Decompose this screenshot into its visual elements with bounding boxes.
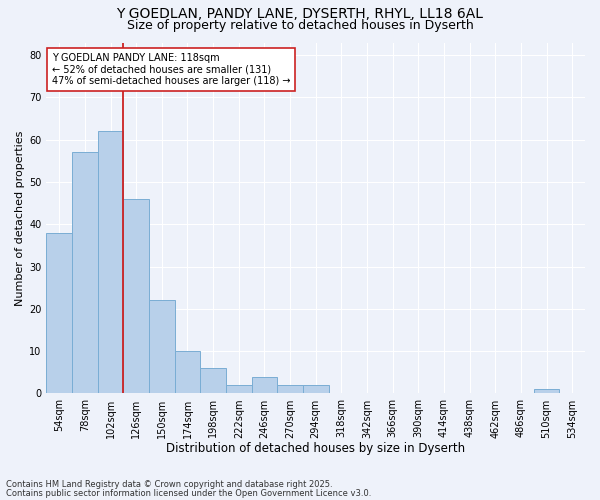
Bar bbox=[303, 385, 329, 394]
Text: Y GOEDLAN, PANDY LANE, DYSERTH, RHYL, LL18 6AL: Y GOEDLAN, PANDY LANE, DYSERTH, RHYL, LL… bbox=[116, 8, 484, 22]
Bar bbox=[98, 132, 124, 394]
Bar bbox=[124, 199, 149, 394]
Bar bbox=[175, 351, 200, 394]
Text: Size of property relative to detached houses in Dyserth: Size of property relative to detached ho… bbox=[127, 19, 473, 32]
Bar bbox=[72, 152, 98, 394]
Bar bbox=[226, 385, 251, 394]
Y-axis label: Number of detached properties: Number of detached properties bbox=[15, 130, 25, 306]
Bar bbox=[534, 389, 559, 394]
X-axis label: Distribution of detached houses by size in Dyserth: Distribution of detached houses by size … bbox=[166, 442, 465, 455]
Bar bbox=[200, 368, 226, 394]
Bar bbox=[277, 385, 303, 394]
Bar bbox=[149, 300, 175, 394]
Text: Y GOEDLAN PANDY LANE: 118sqm
← 52% of detached houses are smaller (131)
47% of s: Y GOEDLAN PANDY LANE: 118sqm ← 52% of de… bbox=[52, 53, 290, 86]
Bar bbox=[251, 376, 277, 394]
Text: Contains HM Land Registry data © Crown copyright and database right 2025.: Contains HM Land Registry data © Crown c… bbox=[6, 480, 332, 489]
Bar bbox=[46, 233, 72, 394]
Text: Contains public sector information licensed under the Open Government Licence v3: Contains public sector information licen… bbox=[6, 488, 371, 498]
